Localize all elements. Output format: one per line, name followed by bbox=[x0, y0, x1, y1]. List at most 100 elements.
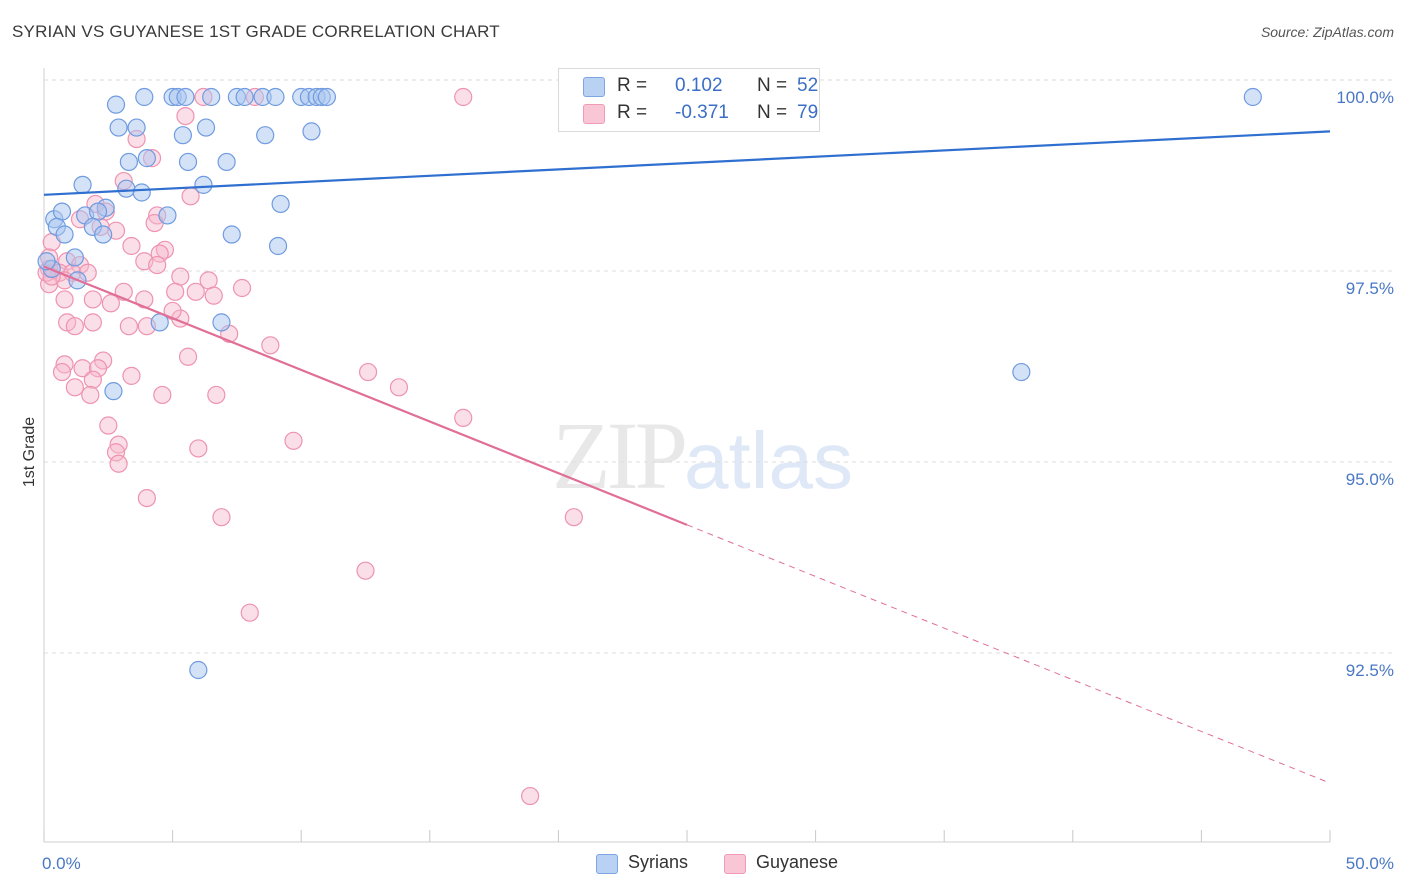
r-value: 0.102 bbox=[675, 75, 723, 96]
tick-labels: 100.0% 97.5% 95.0% 92.5% 0.0% 50.0% bbox=[42, 88, 1394, 873]
syrian-point bbox=[176, 87, 195, 107]
guyanese-point bbox=[99, 416, 118, 435]
guyanese-point bbox=[261, 336, 280, 355]
syrian-point bbox=[1012, 362, 1031, 382]
syrians-trendline bbox=[43, 130, 1331, 196]
syrian-point bbox=[158, 206, 177, 225]
trendlines bbox=[43, 130, 1331, 784]
x-tick-label: 0.0% bbox=[42, 854, 81, 873]
syrian-point bbox=[302, 122, 321, 141]
watermark-zip: ZIP bbox=[552, 402, 688, 509]
guyanese-point bbox=[232, 278, 252, 298]
r-label: R = bbox=[617, 102, 648, 123]
syrian-point bbox=[1243, 87, 1262, 107]
chart-title: SYRIAN VS GUYANESE 1ST GRADE CORRELATION… bbox=[12, 22, 500, 41]
r-value: -0.371 bbox=[675, 102, 729, 123]
guyanese-point bbox=[88, 359, 108, 378]
guyanese-point bbox=[52, 362, 72, 382]
series-legend: Syrians Guyanese bbox=[0, 852, 1406, 878]
guyanese-point bbox=[122, 366, 141, 385]
syrian-point bbox=[127, 118, 146, 137]
guyanese-point bbox=[153, 385, 172, 405]
syrian-point bbox=[106, 95, 126, 114]
guyanese-point bbox=[389, 378, 409, 397]
guyanese-point bbox=[178, 347, 198, 366]
guyanese-point bbox=[119, 317, 138, 336]
syrian-point bbox=[137, 149, 156, 168]
syrian-point bbox=[55, 225, 74, 244]
guyanese-point bbox=[171, 267, 190, 286]
syrian-point bbox=[52, 202, 72, 221]
guyanese-point bbox=[212, 508, 231, 527]
syrian-point bbox=[65, 248, 84, 267]
syrian-point bbox=[217, 152, 236, 172]
guyanese-point bbox=[204, 286, 223, 305]
syrian-point bbox=[73, 175, 92, 194]
guyanese-point bbox=[122, 236, 141, 256]
syrian-point bbox=[88, 202, 108, 221]
syrian-point bbox=[94, 225, 113, 244]
guyanese-point bbox=[65, 378, 84, 397]
syrians-swatch bbox=[583, 77, 605, 97]
y-tick-label: 97.5% bbox=[1346, 279, 1394, 298]
legend-label: Syrians bbox=[628, 852, 689, 872]
y-tick-label: 100.0% bbox=[1336, 88, 1394, 107]
guyanese-point bbox=[166, 282, 185, 301]
guyanese-point bbox=[358, 362, 378, 382]
grid-lines bbox=[44, 79, 1394, 654]
guyanese-trendline-extrapolated bbox=[686, 524, 1331, 784]
y-axis-label: 1st Grade bbox=[21, 417, 38, 487]
guyanese-point bbox=[101, 294, 120, 313]
guyanese-point bbox=[454, 87, 473, 107]
guyanese-point bbox=[521, 786, 540, 806]
syrian-point bbox=[189, 660, 208, 680]
syrian-point bbox=[222, 225, 241, 244]
syrian-points bbox=[37, 87, 1262, 680]
x-tick-label: 50.0% bbox=[1346, 854, 1394, 873]
guyanese-point bbox=[106, 443, 126, 462]
y-tick-label: 95.0% bbox=[1346, 470, 1394, 489]
syrian-point bbox=[196, 118, 216, 137]
guyanese-point bbox=[55, 290, 74, 309]
syrian-point bbox=[271, 194, 290, 214]
guyanese-points bbox=[37, 87, 583, 806]
syrian-point bbox=[173, 126, 192, 145]
n-value: 52 bbox=[797, 75, 819, 96]
guyanese-point bbox=[109, 454, 128, 473]
watermark-atlas: atlas bbox=[684, 416, 853, 505]
guyanese-point bbox=[83, 290, 102, 309]
syrian-point bbox=[104, 382, 123, 401]
guyanese-point bbox=[240, 603, 259, 622]
syrian-point bbox=[266, 87, 285, 107]
syrian-point bbox=[132, 183, 151, 202]
guyanese-point bbox=[83, 313, 102, 332]
guyanese-point bbox=[564, 508, 583, 527]
guyanese-point bbox=[454, 408, 473, 427]
source-label: Source: ZipAtlas.com bbox=[1260, 24, 1394, 40]
guyanese-swatch bbox=[724, 854, 746, 874]
guyanese-point bbox=[83, 370, 102, 389]
n-value: 79 bbox=[797, 102, 819, 123]
syrian-point bbox=[212, 313, 231, 332]
syrian-point bbox=[37, 252, 56, 271]
syrians-swatch bbox=[596, 854, 618, 874]
guyanese-point bbox=[73, 359, 92, 378]
axes bbox=[43, 68, 1331, 843]
guyanese-point bbox=[284, 431, 303, 450]
syrian-point bbox=[109, 118, 128, 137]
guyanese-point bbox=[189, 439, 208, 458]
guyanese-swatch bbox=[583, 104, 605, 124]
syrian-point bbox=[202, 87, 221, 107]
n-label: N = bbox=[757, 75, 788, 96]
y-tick-label: 92.5% bbox=[1346, 661, 1394, 680]
guyanese-point bbox=[148, 255, 167, 275]
guyanese-point bbox=[186, 282, 205, 301]
syrian-point bbox=[178, 152, 198, 172]
syrian-point bbox=[194, 175, 213, 194]
syrian-point bbox=[117, 179, 136, 198]
guyanese-point bbox=[207, 385, 226, 405]
guyanese-point bbox=[65, 317, 84, 336]
n-label: N = bbox=[757, 102, 788, 123]
guyanese-point bbox=[137, 489, 156, 508]
